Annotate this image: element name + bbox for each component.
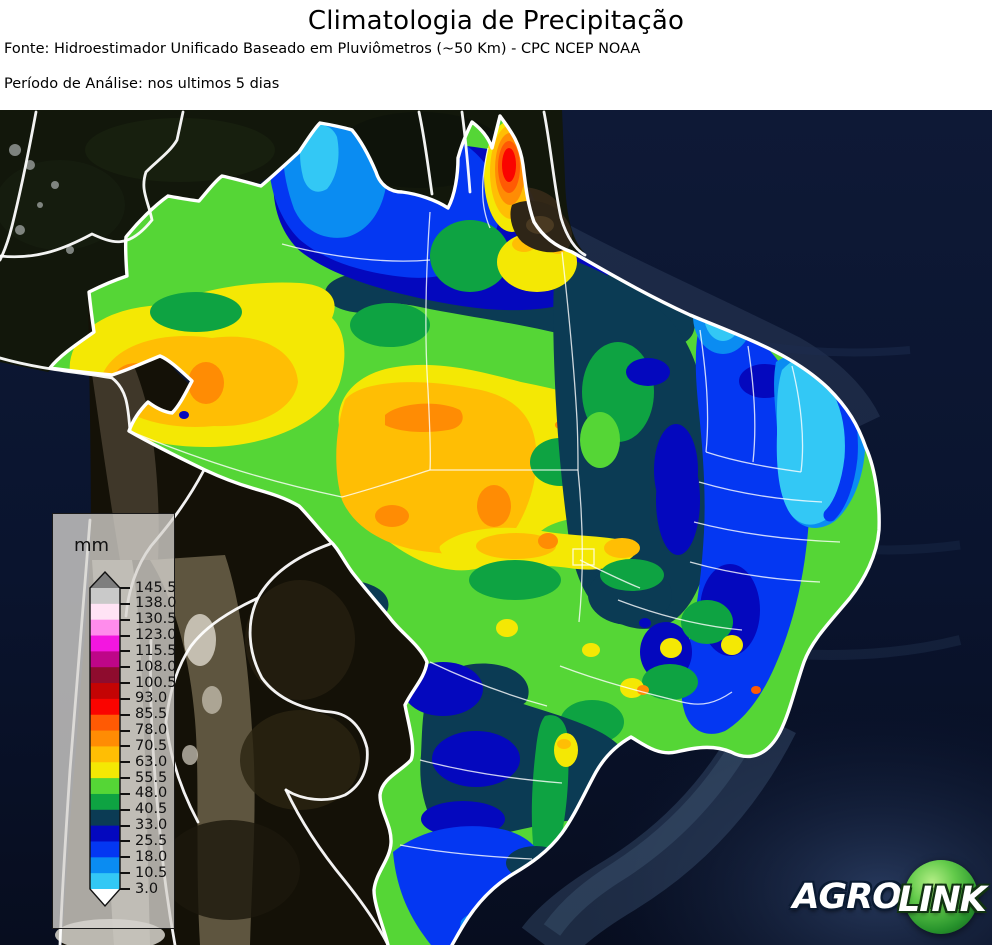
agrolink-logo: AGRO LINK	[792, 860, 987, 934]
colorbar-tick-label: 138.0	[135, 595, 177, 612]
colorbar-tick-label: 130.5	[135, 611, 177, 628]
colorbar-tick	[120, 666, 130, 669]
brazil-precip	[50, 116, 880, 945]
legend-unit-label: mm	[74, 535, 110, 556]
clouds	[9, 144, 74, 254]
period-line: Período de Análise: nos ultimos 5 dias	[4, 76, 280, 92]
brazil-border	[48, 114, 881, 945]
colorbar-tick	[120, 618, 130, 621]
colorbar-tick-label: 70.5	[135, 737, 168, 754]
colorbar-tick-label: 145.5	[135, 579, 177, 596]
colorbar-tick-label: 63.0	[135, 753, 168, 770]
page-title: Climatologia de Precipitação	[307, 6, 685, 36]
colorbar-tick	[120, 745, 130, 748]
colorbar-tick-label: 48.0	[135, 785, 168, 802]
colorbar-tick	[120, 872, 130, 875]
colorbar-tick-label: 33.0	[135, 817, 168, 834]
colorbar-tick	[120, 587, 130, 589]
colorbar-tick	[120, 713, 130, 716]
agrolink-logo-ball: LINK	[898, 860, 987, 934]
colorbar-tick	[120, 697, 130, 700]
colorbar-tick-label: 93.0	[135, 690, 168, 707]
colorbar-tick-label: 18.0	[135, 848, 168, 865]
colorbar-tick	[120, 729, 130, 732]
colorbar-tick	[120, 888, 130, 890]
header: Climatologia de Precipitação Fonte: Hidr…	[0, 0, 992, 127]
colorbar-tick	[120, 650, 130, 653]
colorbar-tick-label: 40.5	[135, 801, 168, 818]
precipitation-map: mm 145.5 138.0 130.5 123.0 115.5 108.0 100.5 93…	[0, 110, 992, 945]
colorbar-tick-label: 55.5	[135, 769, 168, 786]
colorbar-tick	[120, 840, 130, 843]
colorbar-tick-label: 115.5	[135, 642, 177, 659]
source-line: Fonte: Hidroestimador Unificado Baseado …	[4, 41, 641, 57]
colorbar-tick-label: 123.0	[135, 627, 177, 644]
colorbar-tick-label: 3.0	[135, 880, 159, 897]
colorbar-tick	[120, 777, 130, 780]
colorbar-tick	[120, 808, 130, 811]
colorbar: 145.5 138.0 130.5 123.0 115.5 108.0 100.5 93.0 8…	[89, 571, 177, 913]
colorbar-tick-label: 100.5	[135, 674, 177, 691]
colorbar-legend: mm 145.5 138.0 130.5 123.0 115.5 108.0 100.5 93…	[52, 513, 177, 929]
colorbar-tick-label: 10.5	[135, 864, 168, 881]
colorbar-tick	[120, 856, 130, 859]
colorbar-tick	[120, 602, 130, 605]
colorbar-tick	[120, 761, 130, 764]
colorbar-tick	[120, 634, 130, 637]
colorbar-tick	[120, 824, 130, 827]
colorbar-tick-label: 85.5	[135, 706, 168, 723]
agrolink-logo-agro-text: AGRO	[792, 877, 902, 917]
agrolink-logo-link-text: LINK	[898, 880, 987, 920]
colorbar-tick	[120, 792, 130, 795]
colorbar-tick-label: 78.0	[135, 722, 168, 739]
colorbar-tick-label: 108.0	[135, 658, 177, 675]
colorbar-tick-label: 25.5	[135, 832, 168, 849]
colorbar-tick	[120, 682, 130, 685]
colorbar-scale	[89, 571, 121, 908]
